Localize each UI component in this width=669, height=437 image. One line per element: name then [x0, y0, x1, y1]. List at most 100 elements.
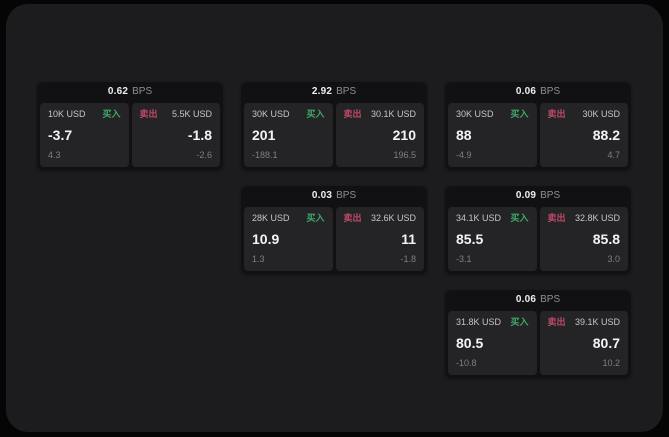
buy-label-row: 31.8K USD 买入: [456, 317, 529, 328]
buy-tag: 买入: [510, 109, 529, 119]
quote-card: 0.06 BPS 30K USD 买入 88 -4.9 卖出 30K USD 8…: [445, 82, 631, 170]
buy-quote-panel[interactable]: 34.1K USD 买入 85.5 -3.1: [448, 207, 537, 271]
buy-delta-value: -4.9: [456, 150, 472, 160]
sell-tag: 卖出: [547, 213, 566, 223]
sell-delta-value: -1.8: [400, 254, 416, 264]
buy-amount-label: 30K USD: [252, 109, 290, 119]
buy-price-value: 80.5: [456, 335, 484, 351]
buy-quote-panel[interactable]: 28K USD 买入 10.9 1.3: [244, 207, 333, 271]
bps-header: 0.06 BPS: [445, 82, 631, 101]
buy-delta-value: -10.8: [456, 358, 477, 368]
bps-unit: BPS: [540, 86, 561, 97]
sell-amount-label: 39.1K USD: [574, 317, 620, 327]
quote-card-body: 34.1K USD 买入 85.5 -3.1 卖出 32.8K USD 85.8…: [445, 205, 631, 274]
quote-card: 0.09 BPS 34.1K USD 买入 85.5 -3.1 卖出 32.8K…: [445, 186, 631, 274]
bps-header: 0.06 BPS: [445, 290, 631, 309]
sell-price-value: 88.2: [592, 127, 620, 143]
buy-amount-label: 28K USD: [252, 213, 290, 223]
sell-quote-panel[interactable]: 卖出 32.6K USD 11 -1.8: [335, 207, 424, 271]
buy-quote-panel[interactable]: 30K USD 买入 88 -4.9: [448, 103, 537, 167]
buy-amount-label: 30K USD: [456, 109, 494, 119]
sell-price-value: -1.8: [187, 127, 212, 143]
quote-card-body: 28K USD 买入 10.9 1.3 卖出 32.6K USD 11 -1.8: [241, 205, 427, 274]
quote-card: 2.92 BPS 30K USD 买入 201 -188.1 卖出 30.1K …: [241, 82, 427, 170]
sell-delta-value: 196.5: [393, 150, 416, 160]
bps-value: 0.03: [311, 190, 333, 201]
sell-delta-value: 3.0: [607, 254, 620, 264]
bps-unit: BPS: [336, 86, 357, 97]
sell-label-row: 卖出 30K USD: [548, 109, 621, 120]
buy-delta-value: 1.3: [252, 254, 265, 264]
buy-label-row: 28K USD 买入: [252, 213, 325, 224]
buy-tag: 买入: [510, 213, 529, 223]
quote-card-grid: 0.62 BPS 10K USD 买入 -3.7 4.3 卖出 5.5K USD…: [37, 82, 631, 378]
bps-value: 0.06: [515, 86, 537, 97]
buy-amount-label: 10K USD: [48, 109, 86, 119]
sell-label-row: 卖出 32.8K USD: [548, 213, 621, 224]
quote-card-body: 30K USD 买入 88 -4.9 卖出 30K USD 88.2 4.7: [445, 101, 631, 170]
buy-tag: 买入: [306, 213, 325, 223]
sell-price-value: 11: [401, 231, 416, 247]
sell-delta-value: -2.6: [196, 150, 212, 160]
sell-tag: 卖出: [343, 213, 362, 223]
sell-quote-panel[interactable]: 卖出 39.1K USD 80.7 10.2: [539, 311, 628, 375]
sell-amount-label: 5.5K USD: [171, 109, 212, 119]
sell-amount-label: 32.6K USD: [370, 213, 416, 223]
sell-quote-panel[interactable]: 卖出 5.5K USD -1.8 -2.6: [131, 103, 220, 167]
sell-label-row: 卖出 5.5K USD: [140, 109, 213, 120]
sell-quote-panel[interactable]: 卖出 32.8K USD 85.8 3.0: [539, 207, 628, 271]
buy-delta-value: -188.1: [252, 150, 278, 160]
buy-label-row: 10K USD 买入: [48, 109, 121, 120]
buy-tag: 买入: [306, 109, 325, 119]
sell-amount-label: 30.1K USD: [370, 109, 416, 119]
buy-label-row: 30K USD 买入: [252, 109, 325, 120]
bps-value: 2.92: [311, 86, 333, 97]
buy-quote-panel[interactable]: 31.8K USD 买入 80.5 -10.8: [448, 311, 537, 375]
bps-value: 0.62: [107, 86, 129, 97]
sell-delta-value: 4.7: [607, 150, 620, 160]
sell-price-value: 210: [392, 127, 416, 143]
buy-amount-label: 31.8K USD: [456, 317, 502, 327]
trading-panel: 0.62 BPS 10K USD 买入 -3.7 4.3 卖出 5.5K USD…: [6, 4, 663, 432]
sell-price-value: 85.8: [592, 231, 620, 247]
sell-quote-panel[interactable]: 卖出 30.1K USD 210 196.5: [335, 103, 424, 167]
quote-card-body: 10K USD 买入 -3.7 4.3 卖出 5.5K USD -1.8 -2.…: [37, 101, 223, 170]
buy-tag: 买入: [102, 109, 121, 119]
bps-unit: BPS: [132, 86, 153, 97]
quote-card: 0.03 BPS 28K USD 买入 10.9 1.3 卖出 32.6K US…: [241, 186, 427, 274]
bps-unit: BPS: [336, 190, 357, 201]
buy-price-value: 85.5: [456, 231, 484, 247]
quote-card-body: 31.8K USD 买入 80.5 -10.8 卖出 39.1K USD 80.…: [445, 309, 631, 378]
sell-tag: 卖出: [547, 109, 566, 119]
bps-value: 0.06: [515, 294, 537, 305]
buy-quote-panel[interactable]: 30K USD 买入 201 -188.1: [244, 103, 333, 167]
bps-header: 0.09 BPS: [445, 186, 631, 205]
buy-label-row: 30K USD 买入: [456, 109, 529, 120]
buy-delta-value: 4.3: [48, 150, 61, 160]
sell-delta-value: 10.2: [602, 358, 620, 368]
buy-quote-panel[interactable]: 10K USD 买入 -3.7 4.3: [40, 103, 129, 167]
sell-quote-panel[interactable]: 卖出 30K USD 88.2 4.7: [539, 103, 628, 167]
quote-card-body: 30K USD 买入 201 -188.1 卖出 30.1K USD 210 1…: [241, 101, 427, 170]
sell-tag: 卖出: [139, 109, 158, 119]
buy-amount-label: 34.1K USD: [456, 213, 502, 223]
sell-label-row: 卖出 32.6K USD: [344, 213, 417, 224]
buy-price-value: 88: [456, 127, 472, 143]
bps-value: 0.09: [515, 190, 537, 201]
bps-header: 0.03 BPS: [241, 186, 427, 205]
bps-unit: BPS: [540, 294, 561, 305]
bps-header: 0.62 BPS: [37, 82, 223, 101]
quote-card: 0.62 BPS 10K USD 买入 -3.7 4.3 卖出 5.5K USD…: [37, 82, 223, 170]
buy-price-value: -3.7: [48, 127, 73, 143]
bps-unit: BPS: [540, 190, 561, 201]
sell-label-row: 卖出 39.1K USD: [548, 317, 621, 328]
sell-tag: 卖出: [343, 109, 362, 119]
buy-price-value: 201: [252, 127, 276, 143]
buy-tag: 买入: [510, 317, 529, 327]
buy-delta-value: -3.1: [456, 254, 472, 264]
buy-price-value: 10.9: [252, 231, 280, 247]
sell-price-value: 80.7: [592, 335, 620, 351]
sell-tag: 卖出: [547, 317, 566, 327]
sell-amount-label: 30K USD: [582, 109, 620, 119]
sell-label-row: 卖出 30.1K USD: [344, 109, 417, 120]
